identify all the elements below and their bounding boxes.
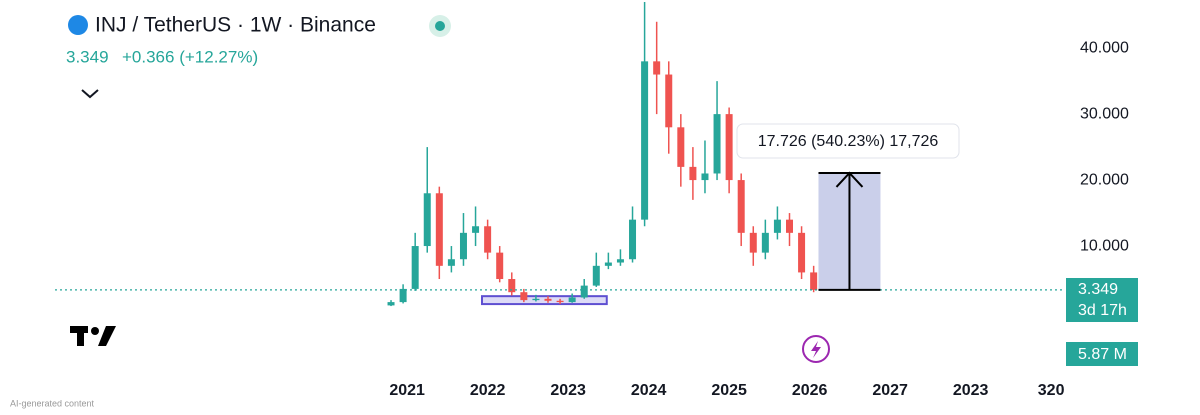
footer-note: AI-generated content	[10, 398, 95, 408]
candle-body	[798, 232, 806, 273]
header-price: 3.349	[66, 47, 109, 66]
candle-body	[749, 232, 757, 253]
last-price-label: 3.349	[1078, 281, 1118, 298]
candle-body	[665, 74, 673, 128]
status-dot	[435, 21, 445, 31]
candle-body	[435, 193, 443, 266]
measure-arrowhead	[835, 171, 864, 188]
x-tick-label: 320	[1038, 382, 1065, 399]
title: INJ / TetherUS · 1W · Binance	[95, 14, 376, 37]
volume-box	[1066, 342, 1138, 366]
x-tick-label: 2027	[872, 382, 908, 399]
candle-body	[508, 279, 516, 293]
y-tick-label: 30.000	[1080, 105, 1129, 122]
countdown-label: 3d 17h	[1078, 302, 1127, 319]
candle-body	[496, 252, 504, 280]
measure-label: 17.726 (540.23%) 17,726	[758, 133, 939, 150]
candle-body	[556, 300, 564, 303]
y-tick-label: 20.000	[1080, 171, 1129, 188]
x-tick-label: 2021	[389, 382, 425, 399]
collapse-toggle[interactable]	[81, 89, 99, 99]
x-tick-label: 2022	[470, 382, 506, 399]
measure-label-box	[736, 123, 960, 159]
candle-body	[423, 193, 431, 247]
last-price-box	[1066, 278, 1138, 322]
x-tick-label: 2026	[792, 382, 828, 399]
candle-body	[641, 61, 649, 220]
candle-body	[544, 298, 552, 301]
candle-body	[604, 262, 612, 266]
candle-body	[399, 288, 407, 303]
candle-body	[737, 180, 745, 233]
candle-body	[725, 114, 733, 181]
candle-body	[580, 285, 588, 298]
x-tick-label: 2024	[631, 382, 667, 399]
x-tick-label: 2023	[550, 382, 586, 399]
x-tick-label: 2023	[953, 382, 989, 399]
candle-body	[484, 226, 492, 253]
candle-body	[532, 298, 540, 301]
y-tick-label: 40.000	[1080, 39, 1129, 56]
candle-body	[387, 302, 395, 306]
candle-body	[773, 219, 781, 233]
candle-body	[568, 297, 576, 303]
candle-body	[472, 226, 480, 233]
candle-body	[713, 114, 721, 174]
candle-body	[701, 173, 709, 181]
tv-logo	[70, 326, 116, 346]
candle-body	[616, 259, 624, 263]
header-change: +0.366 (+12.27%)	[122, 47, 258, 66]
candle-body	[786, 219, 793, 233]
candle-body	[653, 61, 661, 75]
candle-body	[459, 232, 467, 260]
candle-body	[592, 265, 600, 286]
volume-label: 5.87 M	[1078, 346, 1127, 363]
candle-body	[447, 259, 455, 266]
candle-body	[677, 127, 685, 167]
candle-body	[520, 292, 528, 301]
lightning-bolt	[811, 341, 821, 358]
candle-body	[810, 272, 818, 290]
x-tick-label: 2025	[711, 382, 747, 399]
range-box	[480, 295, 608, 306]
symbol-icon	[68, 15, 88, 35]
candle-body	[629, 219, 637, 260]
candle-body	[689, 166, 697, 181]
y-tick-label: 10.000	[1080, 237, 1129, 254]
candle-body	[761, 232, 769, 253]
candle-body	[411, 246, 419, 289]
